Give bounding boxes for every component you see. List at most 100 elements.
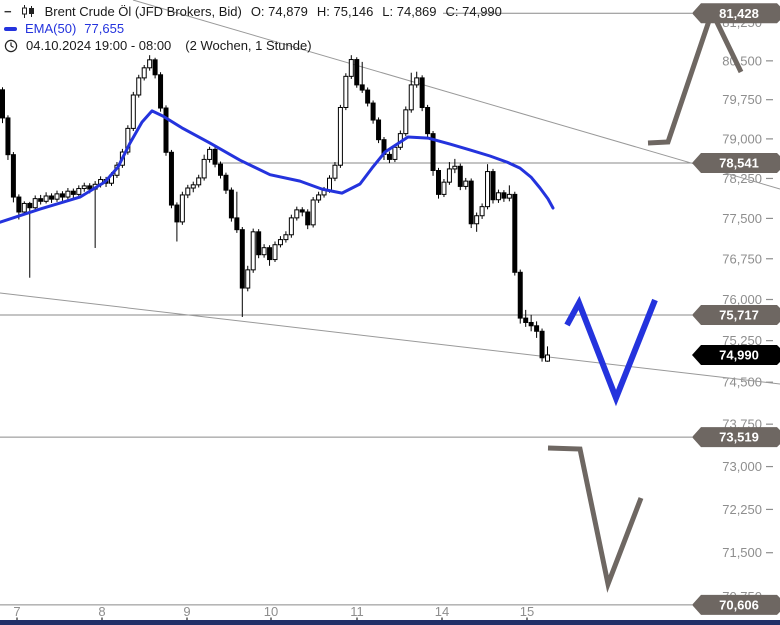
candle [485, 164, 491, 210]
candle [5, 115, 11, 160]
candle-body [485, 171, 491, 208]
x-axis-tick-mark [441, 617, 443, 621]
candle [490, 168, 496, 204]
candle-body [305, 211, 311, 226]
ema-line [0, 109, 555, 224]
candle [38, 194, 44, 205]
candle [474, 212, 480, 232]
candle [0, 87, 5, 124]
price-level-badge: 78,541 [692, 153, 780, 174]
candle-body [136, 77, 142, 96]
candle-body [196, 177, 202, 186]
instrument-title: Brent Crude Öl (JFD Brokers, Bid) [44, 3, 242, 19]
timeframe-text: (2 Wochen, 1 Stunde) [185, 37, 312, 53]
candle [261, 244, 267, 258]
candle-body [534, 325, 540, 332]
badge-shape [692, 153, 780, 174]
candle-body [141, 67, 147, 79]
price-badges: 81,428 78,541 75,717 74,990 73,519 70,606 [692, 3, 780, 615]
candle-body [376, 119, 382, 141]
low-value: L: 74,869 [382, 3, 437, 19]
candle-body [343, 75, 349, 108]
candle [425, 104, 431, 138]
x-axis-tick-mark [101, 617, 103, 621]
candle-body [234, 217, 240, 231]
candle-body [468, 180, 474, 225]
candle [70, 188, 76, 199]
candle [288, 214, 294, 238]
candle [174, 202, 180, 242]
candle [452, 158, 458, 174]
candle [365, 87, 371, 107]
candle-body [272, 244, 278, 261]
y-axis-tick-label: 75,250 [722, 333, 762, 348]
badge-price-text: 74,990 [719, 347, 759, 362]
candle [223, 172, 229, 194]
y-axis-tick-label: 76,750 [722, 251, 762, 266]
candle [468, 178, 474, 229]
candle-body [359, 84, 365, 91]
candle [463, 177, 469, 190]
candle [386, 151, 392, 164]
candle-body [21, 202, 27, 213]
candle [196, 174, 202, 188]
candle-body [419, 77, 425, 108]
x-axis-day-label: 15 [520, 604, 534, 619]
badge-shape [692, 594, 780, 615]
candle-body [354, 59, 360, 86]
candle-body [81, 185, 87, 190]
candle [359, 61, 365, 93]
candle-body [517, 271, 523, 319]
y-axis-tick-label: 76,000 [722, 292, 762, 307]
candle-body [392, 146, 398, 160]
candle [185, 184, 191, 199]
candle-body [539, 330, 545, 359]
candle-body [179, 194, 185, 223]
gray-arrow-bottom[interactable] [547, 445, 644, 593]
x-axis-day-label: 11 [350, 604, 364, 619]
y-axis-tick-label: 71,500 [722, 545, 762, 560]
candle [207, 146, 213, 163]
bottom-bar [0, 620, 780, 625]
gray-arrow-top[interactable] [647, 5, 744, 146]
candle [250, 228, 256, 273]
candle [130, 91, 136, 132]
candle-body [43, 195, 49, 202]
candle-body [16, 196, 22, 213]
candle-body [218, 163, 223, 176]
x-axis-tick-mark [356, 617, 358, 621]
current-price-badge: 74,990 [692, 344, 780, 365]
candle-body [337, 106, 343, 166]
collapse-dash-icon[interactable]: − [4, 3, 12, 19]
candle-body [256, 231, 262, 256]
candle-body [228, 189, 234, 219]
open-value: O: 74,879 [250, 3, 308, 19]
candle-body [479, 206, 485, 217]
candle [545, 346, 550, 362]
x-axis-tick-mark [16, 617, 18, 621]
candle-body [528, 321, 534, 327]
candle-body [147, 59, 153, 69]
candle [419, 75, 425, 112]
candle-body [327, 177, 332, 191]
badge-shape [692, 304, 780, 325]
y-axis-tick-label: 72,250 [722, 502, 762, 517]
candle-body [512, 193, 518, 273]
candle [228, 187, 234, 222]
candle-body [130, 94, 136, 129]
candle [201, 154, 207, 181]
candle [528, 314, 534, 332]
trendline[interactable] [132, 0, 780, 190]
candle-body [267, 247, 273, 261]
blue-arrow-middle[interactable] [564, 295, 658, 407]
candle [32, 195, 38, 211]
candle-body [207, 148, 213, 160]
candle [523, 309, 529, 327]
candle-body [316, 194, 322, 201]
candle-body [283, 234, 289, 241]
candle [256, 229, 262, 259]
candle-body [158, 74, 164, 109]
candle-body [414, 77, 420, 86]
trendline[interactable] [0, 292, 780, 385]
